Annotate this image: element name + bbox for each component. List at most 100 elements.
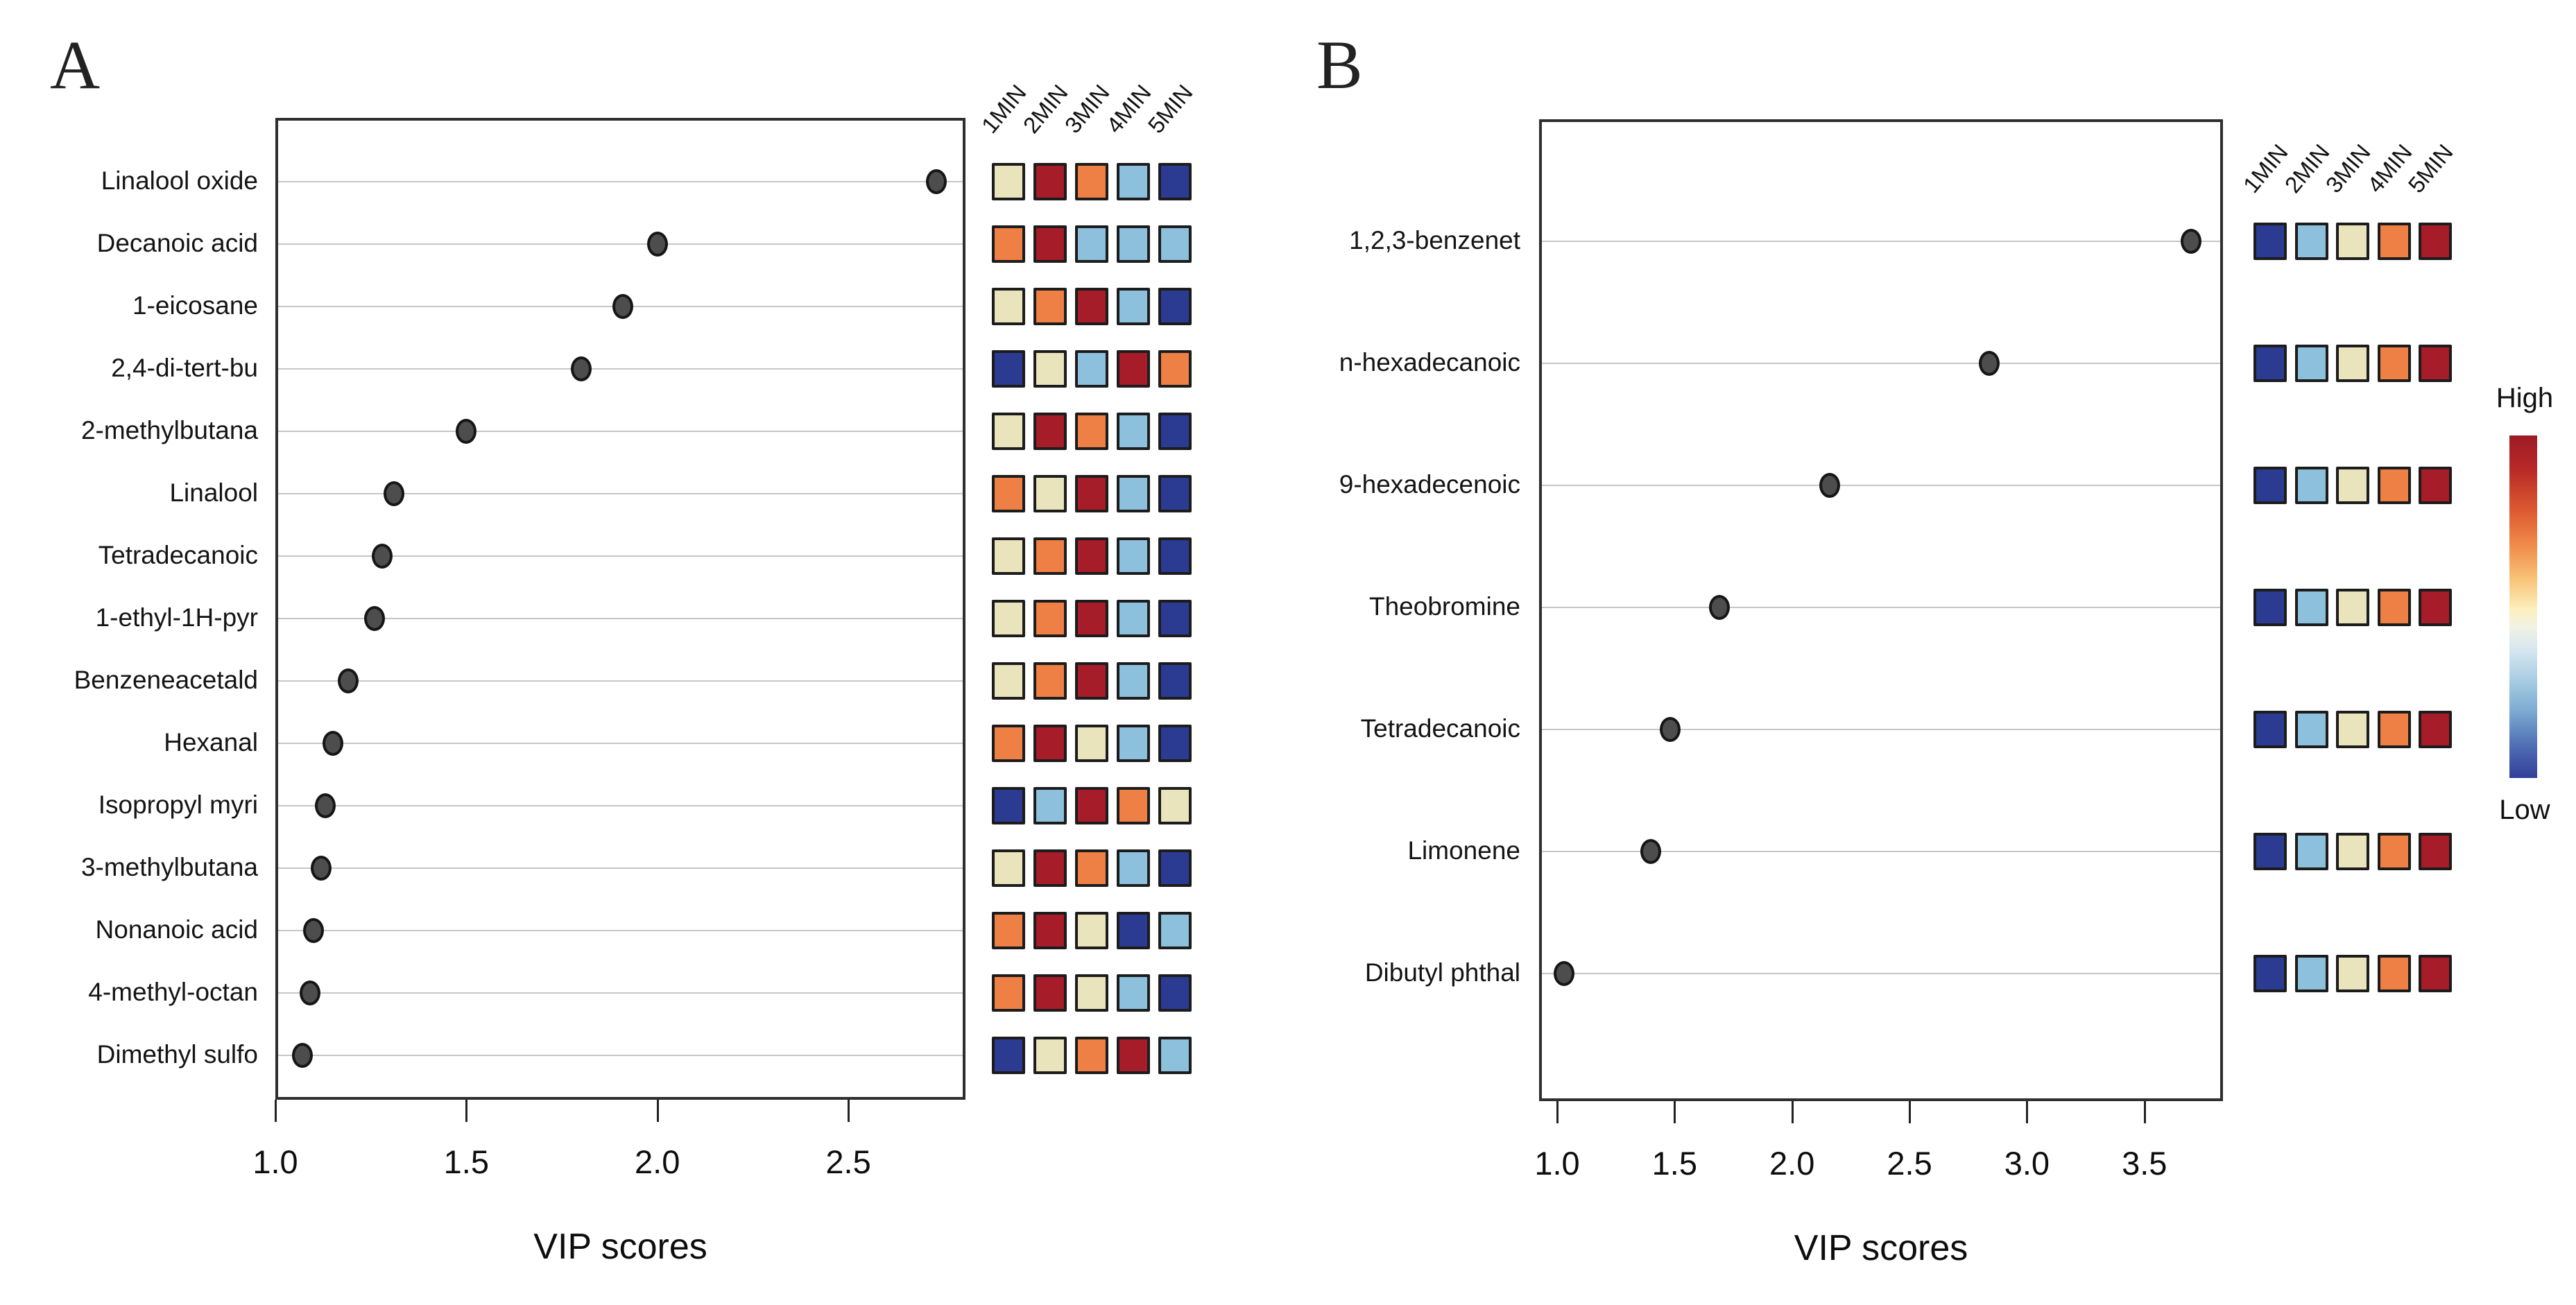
column-header: 3MIN (2320, 139, 2376, 198)
heat-cell (1033, 725, 1067, 762)
row-label: Dimethyl sulfo (96, 1040, 258, 1069)
row-gridline (278, 805, 963, 806)
vip-dot (383, 481, 404, 506)
row-gridline (1542, 973, 2220, 974)
row-gridline (278, 493, 963, 494)
heat-cell (2253, 833, 2287, 870)
row-label: Nonanoic acid (95, 915, 258, 944)
heat-cell (1075, 537, 1108, 575)
heat-cell (1075, 413, 1108, 450)
heat-cell (2419, 467, 2452, 504)
heat-cell (2377, 345, 2411, 382)
heat-cell (2253, 223, 2287, 260)
heat-cell (1117, 600, 1150, 637)
heat-cell (1033, 974, 1067, 1012)
heat-cell (1117, 974, 1150, 1012)
heat-cell (2419, 345, 2452, 382)
axis-tick (1674, 1101, 1676, 1123)
heat-cell (1033, 600, 1067, 637)
heat-cell (2419, 833, 2452, 870)
heat-cell (1033, 787, 1067, 824)
heat-cell (992, 288, 1025, 325)
heat-cell (2336, 833, 2369, 870)
vip-dot (314, 793, 336, 818)
vip-dot (364, 606, 386, 631)
heat-cell (1075, 350, 1108, 388)
heat-cell (1117, 662, 1150, 700)
axis-title: VIP scores (1794, 1228, 1968, 1268)
heat-cell (2294, 467, 2328, 504)
heat-cell (1158, 225, 1192, 263)
axis-tick-label: 3.0 (2004, 1145, 2050, 1182)
heat-cell (1075, 662, 1108, 700)
row-label: 2-methylbutana (80, 416, 258, 444)
column-header: 1MIN (976, 79, 1031, 138)
vip-dot (372, 544, 393, 569)
heat-cell (1075, 600, 1108, 637)
heat-cell (2419, 711, 2452, 748)
heat-cell (1158, 413, 1192, 450)
row-label: 1,2,3-benzenet (1349, 226, 1520, 254)
heat-cell (1033, 225, 1067, 263)
heat-cell (1158, 475, 1192, 512)
column-header: 3MIN (1059, 79, 1115, 138)
row-label: Tetradecanoic (98, 541, 258, 569)
heat-cell (2294, 711, 2328, 748)
row-gridline (278, 181, 963, 182)
row-label: 3-methylbutana (80, 853, 258, 881)
axis-tick-label: 2.0 (1769, 1145, 1815, 1182)
heat-cell (1033, 912, 1067, 949)
heat-cell (1033, 662, 1067, 700)
heat-cell (992, 787, 1025, 824)
row-label: Linalool (169, 478, 258, 507)
heat-cell (1117, 350, 1150, 388)
legend-low-label: Low (2499, 795, 2550, 825)
heat-cell (2419, 223, 2452, 260)
row-gridline (278, 1055, 963, 1056)
column-header: 4MIN (2362, 139, 2417, 198)
axis-tick (656, 1100, 659, 1122)
vip-dot (303, 918, 325, 943)
row-label: Linalool oxide (101, 166, 258, 195)
vip-dot (1819, 473, 1840, 498)
legend-gradient-bar (2509, 435, 2537, 778)
heat-cell (2377, 589, 2411, 626)
heat-cell (1158, 600, 1192, 637)
heat-cell (992, 350, 1025, 388)
heat-cell (992, 537, 1025, 575)
heat-cell (1158, 662, 1192, 700)
heat-cell (2419, 589, 2452, 626)
column-header: 1MIN (2238, 139, 2293, 198)
heat-cell (1033, 1037, 1067, 1074)
heat-cell (2294, 589, 2328, 626)
heat-cell (1158, 537, 1192, 575)
row-gridline (278, 618, 963, 619)
heat-cell (2294, 223, 2328, 260)
heat-cell (992, 163, 1025, 200)
row-gridline (278, 743, 963, 744)
heat-cell (1075, 849, 1108, 887)
heat-cell (1117, 288, 1150, 325)
heat-cell (2253, 589, 2287, 626)
row-gridline (1542, 607, 2220, 608)
heat-cell (1158, 350, 1192, 388)
heat-cell (2253, 955, 2287, 992)
heat-cell (2419, 955, 2452, 992)
heat-cell (1158, 787, 1192, 824)
row-gridline (1542, 363, 2220, 364)
heat-cell (2336, 467, 2369, 504)
heat-cell (992, 475, 1025, 512)
vip-dot (456, 419, 477, 444)
heat-cell (992, 974, 1025, 1012)
heat-cell (1075, 163, 1108, 200)
axis-tick (1909, 1101, 1912, 1123)
panel-a-plot (275, 118, 965, 1100)
heat-cell (1075, 475, 1108, 512)
axis-tick-label: 2.0 (635, 1143, 680, 1180)
column-header: 5MIN (1142, 79, 1198, 138)
heat-cell (1117, 163, 1150, 200)
heat-cell (992, 600, 1025, 637)
heat-cell (1158, 163, 1192, 200)
vip-dot (570, 356, 592, 381)
